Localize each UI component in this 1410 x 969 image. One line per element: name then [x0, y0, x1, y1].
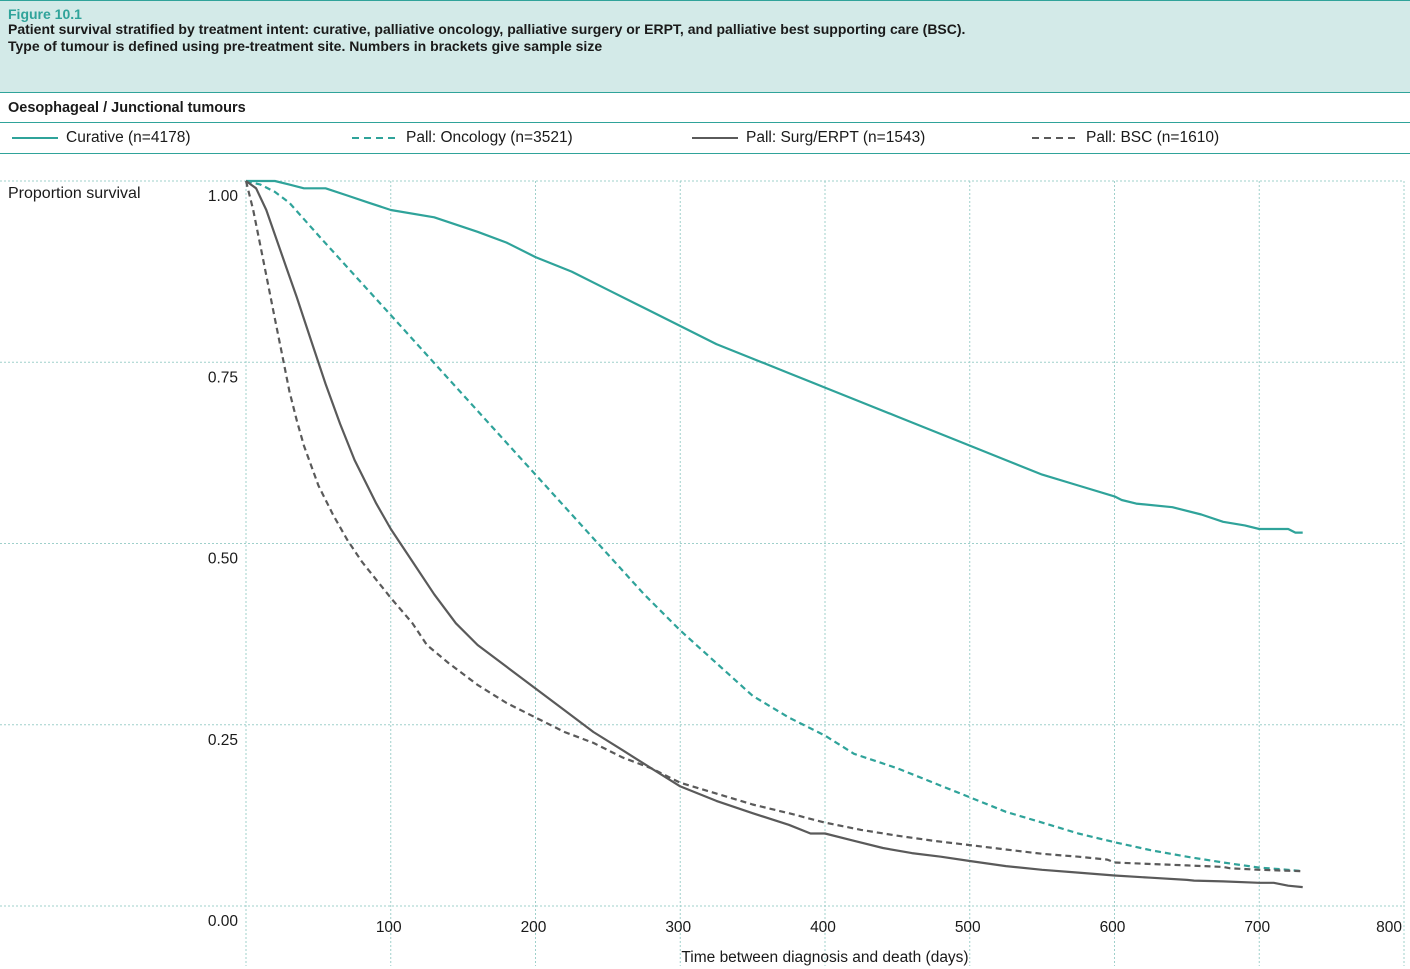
- series-lines: [244, 179, 1303, 889]
- legend-label-curative: Curative (n=4178): [66, 129, 191, 146]
- y-tick-label: 0.75: [208, 369, 238, 386]
- legend-item-pall-bsc: Pall: BSC (n=1610): [1030, 129, 1219, 147]
- legend-swatch-pall-bsc: [1032, 137, 1078, 139]
- x-tick-label: 500: [955, 919, 981, 936]
- y-tick-label: 0.50: [208, 551, 239, 568]
- y-axis-title: Proportion survival: [8, 185, 141, 202]
- figure-caption-line-1: Patient survival stratified by treatment…: [8, 21, 966, 37]
- y-tick-label: 0.25: [208, 732, 238, 749]
- figure-caption-line-2: Type of tumour is defined using pre-trea…: [8, 38, 603, 54]
- series-line-2: [245, 180, 1303, 889]
- legend-item-curative: Curative (n=4178): [10, 129, 191, 147]
- figure-label: Figure 10.1: [8, 6, 82, 22]
- x-tick-label: 600: [1100, 919, 1126, 936]
- section-title: Oesophageal / Junctional tumours: [8, 100, 246, 116]
- legend-swatch-pall-surg: [692, 137, 738, 139]
- figure-caption: Patient survival stratified by treatment…: [8, 21, 965, 55]
- legend-item-pall-surg: Pall: Surg/ERPT (n=1543): [690, 129, 925, 147]
- x-tick-label: 200: [521, 919, 547, 936]
- x-tick-label: 400: [810, 919, 836, 936]
- legend-label-pall-bsc: Pall: BSC (n=1610): [1086, 129, 1220, 146]
- legend-item-pall-oncology: Pall: Oncology (n=3521): [350, 129, 573, 147]
- grid: [0, 180, 1405, 966]
- series-line-3: [244, 180, 1303, 873]
- survival-chart: 0.00 0.25 0.50 0.75 1.00 100 200 300 400 500 600 70…: [0, 179, 1405, 966]
- x-tick-label: 800: [1376, 919, 1402, 936]
- y-tick-label: 0.00: [208, 913, 239, 930]
- legend-swatch-curative: [12, 137, 58, 139]
- legend: Curative (n=4178) Pall: Oncology (n=3521…: [0, 122, 1410, 154]
- x-tick-label: 300: [665, 919, 691, 936]
- x-tick-label: 700: [1244, 919, 1270, 936]
- legend-label-pall-surg: Pall: Surg/ERPT (n=1543): [746, 129, 926, 146]
- figure-header: Figure 10.1 Patient survival stratified …: [0, 0, 1410, 92]
- tick-labels: 0.00 0.25 0.50 0.75 1.00 100 200 300 400 500 600 70…: [208, 188, 1403, 936]
- x-axis-title: Time between diagnosis and death (days): [681, 949, 968, 966]
- series-line-1: [245, 179, 1303, 873]
- y-tick-label: 1.00: [208, 188, 239, 205]
- x-tick-label: 100: [376, 919, 402, 936]
- legend-label-pall-oncology: Pall: Oncology (n=3521): [406, 129, 573, 146]
- section-bar: Oesophageal / Junctional tumours: [0, 92, 1410, 122]
- legend-swatch-pall-oncology: [352, 137, 398, 139]
- series-line-0: [246, 179, 1303, 534]
